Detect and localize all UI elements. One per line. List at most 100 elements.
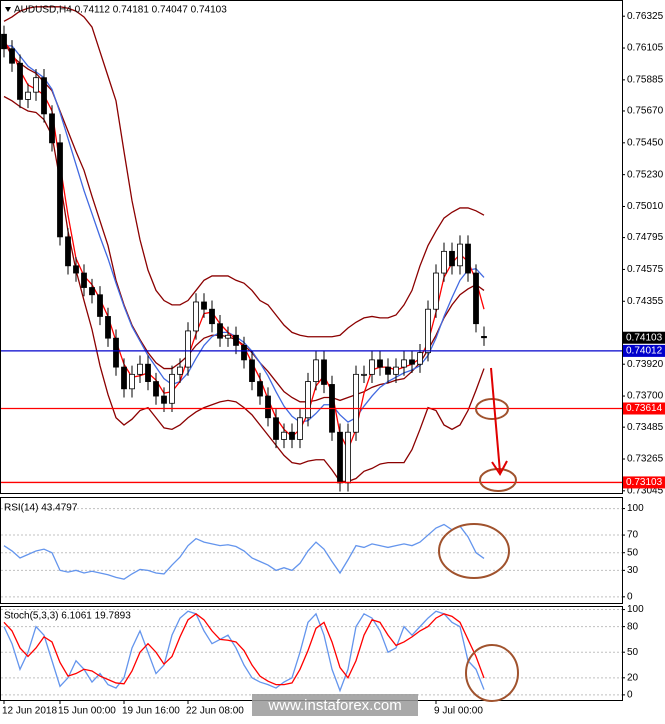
ellipse xyxy=(465,644,519,702)
candle-body xyxy=(281,431,287,440)
watermark: www.instaforex.com xyxy=(267,697,401,714)
candle-body xyxy=(249,359,255,382)
y-tick-label: 0.75230 xyxy=(627,169,664,180)
candle-body xyxy=(121,366,127,390)
candle-body xyxy=(33,77,39,93)
candle-body xyxy=(129,373,135,390)
rsi-panel xyxy=(0,497,623,604)
y-tick-label: 80 xyxy=(627,621,639,632)
level-label: 0.73614 xyxy=(626,403,663,414)
candle-body xyxy=(265,395,271,419)
candle-body xyxy=(305,381,311,419)
candle-body xyxy=(409,359,415,365)
candle-body xyxy=(161,395,167,404)
indicator-line xyxy=(3,523,485,580)
y-tick-label: 0.75450 xyxy=(627,137,664,148)
y-tick-label: 0.73265 xyxy=(627,454,664,465)
candle-body xyxy=(433,272,439,310)
y-tick-label: 0.75885 xyxy=(627,75,664,86)
candle-body xyxy=(169,373,175,404)
candle-body xyxy=(97,294,103,317)
title-icon xyxy=(5,7,11,12)
x-tick-label: 19 Jun 16:00 xyxy=(122,706,180,717)
candle-body xyxy=(417,352,423,365)
price-panel xyxy=(0,0,623,494)
candle-body xyxy=(369,359,375,375)
annotations xyxy=(438,367,519,702)
candle-body xyxy=(473,272,479,325)
candle-body xyxy=(465,243,471,274)
candle-body xyxy=(153,381,159,397)
stoch-title: Stoch(5,3,3) 6.1061 19.7893 xyxy=(4,611,131,622)
candle-body xyxy=(177,366,183,375)
candle-body xyxy=(457,243,463,267)
y-tick-label: 0.76105 xyxy=(627,43,664,54)
candle-body xyxy=(113,337,119,368)
candle-body xyxy=(321,359,327,385)
candle-body xyxy=(9,48,15,64)
x-tick-label: 12 Jun 2018 xyxy=(2,706,57,717)
candle-body xyxy=(385,366,391,375)
y-tick-label: 0 xyxy=(627,591,633,602)
candle-body xyxy=(57,142,63,238)
x-tick-label: 15 Jun 00:00 xyxy=(58,706,116,717)
candle-body xyxy=(441,250,447,274)
stoch-panel xyxy=(0,606,623,701)
candle-body xyxy=(89,287,95,296)
candle-body xyxy=(41,77,47,115)
candle-body xyxy=(289,431,295,440)
y-tick-label: 0.75670 xyxy=(627,106,664,117)
candle-body xyxy=(377,359,383,368)
y-tick-label: 20 xyxy=(627,672,639,683)
y-tick-label: 0.73045 xyxy=(627,485,664,496)
y-tick-label: 0 xyxy=(627,690,633,701)
candle-body xyxy=(393,366,399,375)
last-price-bg xyxy=(623,331,665,344)
candle-body xyxy=(273,417,279,440)
candle-body xyxy=(65,236,71,267)
level-label: 0.74012 xyxy=(626,346,663,357)
candle-body xyxy=(17,62,23,100)
y-tick-label: 0.76325 xyxy=(627,11,664,22)
candle-body xyxy=(73,265,79,274)
candle-body xyxy=(49,113,55,144)
candle-body xyxy=(361,373,367,376)
y-tick-label: 0.74795 xyxy=(627,232,664,243)
candle-body xyxy=(337,431,343,484)
candle-body xyxy=(241,344,247,361)
y-tick-label: 0.74575 xyxy=(627,264,664,275)
candle-body xyxy=(105,316,111,339)
ellipse xyxy=(438,523,510,579)
candle-body xyxy=(137,363,143,375)
level-label-bg xyxy=(623,476,665,489)
candle-body xyxy=(25,91,31,100)
x-tick-label: 9 Jul 00:00 xyxy=(434,706,483,717)
x-tick-label: 22 Jun 08:00 xyxy=(186,706,244,717)
y-tick-label: 50 xyxy=(627,647,639,658)
y-tick-label: 30 xyxy=(627,565,639,576)
candle-body xyxy=(225,334,231,339)
candle-body xyxy=(209,308,215,325)
arrow-head xyxy=(491,460,508,476)
icon xyxy=(5,7,11,12)
marks: 0.76325 0.76105 0.75885 0.75670 0.75450 0.752… xyxy=(1,6,665,717)
ellipse xyxy=(475,398,509,420)
candle-body xyxy=(297,417,303,440)
level-label: 0.73103 xyxy=(626,477,663,488)
y-tick-label: 0.75010 xyxy=(627,201,664,212)
candle-body xyxy=(201,301,207,310)
y-tick-label: 100 xyxy=(627,604,644,615)
y-tick-label: 0.73700 xyxy=(627,391,664,402)
candle-body xyxy=(1,33,7,50)
y-tick-label: 0.73485 xyxy=(627,422,664,433)
candle-body xyxy=(145,363,151,382)
candle-body xyxy=(193,301,199,332)
candle-body xyxy=(401,359,407,368)
level-label-bg xyxy=(623,402,665,415)
arrow xyxy=(490,367,501,473)
y-tick-label: 100 xyxy=(627,503,644,514)
candle-body xyxy=(81,272,87,288)
y-tick-label: 0.74355 xyxy=(627,296,664,307)
